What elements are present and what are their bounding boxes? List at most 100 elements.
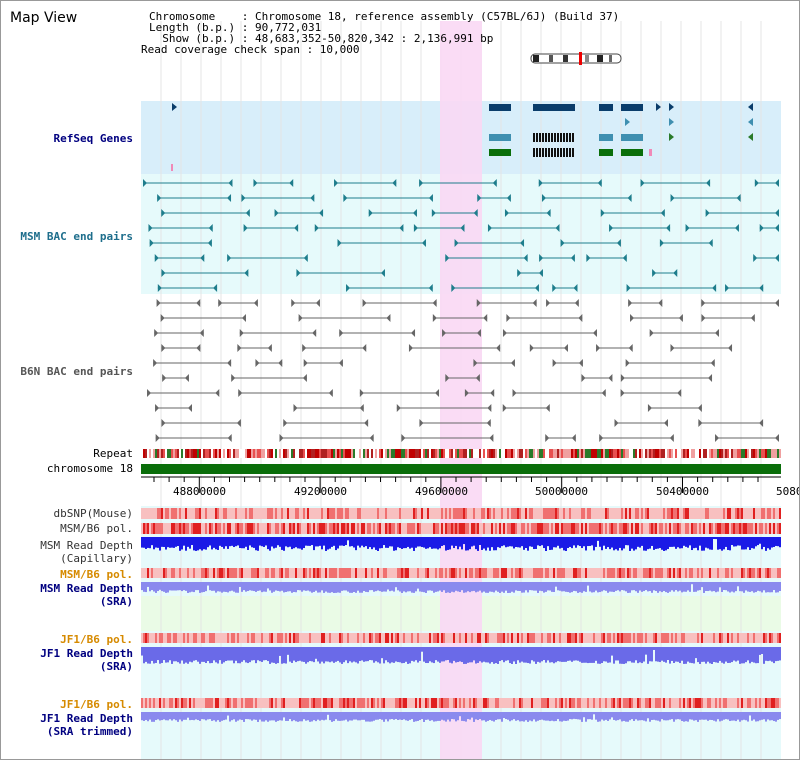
polymorphism-cell bbox=[289, 523, 291, 534]
polymorphism-cell bbox=[407, 698, 409, 708]
polymorphism-cell bbox=[161, 523, 163, 534]
read-depth-bar bbox=[645, 582, 647, 591]
polymorphism-cell bbox=[269, 633, 271, 643]
track-label-chromosome[interactable]: chromosome 18 bbox=[46, 462, 133, 475]
polymorphism-cell bbox=[205, 633, 207, 643]
polymorphism-cell bbox=[311, 568, 313, 578]
polymorphism-cell bbox=[571, 698, 573, 708]
repeat-element bbox=[451, 449, 453, 458]
read-depth-bar bbox=[673, 712, 675, 722]
polymorphism-cell bbox=[261, 633, 263, 643]
b6n-bac-pair-end bbox=[155, 434, 160, 442]
track-label-b6n-bac[interactable]: B6N BAC end pairs bbox=[20, 365, 133, 378]
read-depth-bar bbox=[223, 582, 225, 592]
polymorphism-cell bbox=[505, 633, 507, 643]
polymorphism-cell bbox=[483, 698, 485, 708]
repeat-element bbox=[425, 449, 427, 458]
repeat-element bbox=[571, 449, 573, 458]
track-label-dbsnp[interactable]: dbSNP(Mouse) bbox=[53, 507, 133, 520]
track-label-repeat[interactable]: Repeat bbox=[93, 447, 133, 460]
polymorphism-cell bbox=[169, 523, 171, 534]
track-label-jf1-depth-trimmed[interactable]: JF1 Read Depth bbox=[40, 712, 133, 725]
polymorphism-cell bbox=[611, 568, 613, 578]
track-label-jf1-pol-1[interactable]: JF1/B6 pol. bbox=[60, 633, 133, 646]
msm-bac-pair-end bbox=[243, 224, 248, 232]
read-depth-bar bbox=[279, 647, 281, 656]
polymorphism-cell bbox=[563, 568, 565, 578]
polymorphism-cell bbox=[499, 508, 501, 519]
polymorphism-cell bbox=[729, 568, 731, 578]
read-depth-bar bbox=[627, 582, 629, 593]
polymorphism-cell bbox=[761, 633, 763, 643]
polymorphism-cell bbox=[383, 633, 385, 643]
repeat-element bbox=[745, 449, 747, 458]
read-depth-bar bbox=[383, 537, 385, 546]
polymorphism-cell bbox=[189, 508, 191, 519]
read-depth-bar bbox=[163, 582, 165, 592]
read-depth-bar bbox=[657, 537, 659, 549]
read-depth-bar bbox=[357, 582, 359, 591]
polymorphism-cell bbox=[189, 523, 191, 534]
polymorphism-cell bbox=[515, 698, 517, 708]
polymorphism-cell bbox=[667, 698, 669, 708]
read-depth-bar bbox=[543, 582, 545, 593]
polymorphism-cell bbox=[267, 633, 269, 643]
polymorphism-cell bbox=[297, 633, 299, 643]
polymorphism-cell bbox=[451, 568, 453, 578]
track-label-msm-pol-2[interactable]: MSM/B6 pol. bbox=[60, 568, 133, 581]
polymorphism-cell bbox=[429, 508, 431, 519]
polymorphism-cell bbox=[345, 633, 347, 643]
repeat-element bbox=[585, 449, 587, 458]
read-depth-bar bbox=[359, 647, 361, 662]
polymorphism-cell bbox=[143, 633, 145, 643]
polymorphism-cell bbox=[623, 508, 625, 519]
read-depth-bar bbox=[729, 537, 731, 551]
polymorphism-cell bbox=[419, 633, 421, 643]
b6n-bac-pair-end bbox=[196, 299, 201, 307]
read-depth-bar bbox=[611, 537, 613, 548]
read-depth-bar bbox=[603, 537, 605, 546]
repeat-element bbox=[295, 449, 297, 458]
track-label-refseq[interactable]: RefSeq Genes bbox=[53, 132, 133, 145]
polymorphism-cell bbox=[585, 508, 587, 519]
track-label-jf1-pol-2[interactable]: JF1/B6 pol. bbox=[60, 698, 133, 711]
polymorphism-cell bbox=[171, 698, 173, 708]
read-depth-bar bbox=[271, 537, 273, 547]
read-depth-bar bbox=[369, 712, 371, 722]
polymorphism-cell bbox=[577, 698, 579, 708]
b6n-bac-pair-end bbox=[184, 374, 189, 382]
polymorphism-cell bbox=[721, 698, 723, 708]
info-show-range: Show (b.p.) : 48,683,352-50,820,342 : 2,… bbox=[149, 32, 494, 45]
track-label-msm-depth-capillary[interactable]: MSM Read Depth bbox=[40, 539, 133, 552]
refseq-exon bbox=[548, 133, 550, 142]
polymorphism-cell bbox=[413, 523, 415, 534]
repeat-element bbox=[187, 449, 189, 458]
track-label-jf1-depth-sra[interactable]: JF1 Read Depth bbox=[40, 647, 133, 660]
polymorphism-cell bbox=[611, 508, 613, 519]
repeat-element bbox=[489, 449, 491, 458]
polymorphism-cell bbox=[149, 568, 151, 578]
read-depth-bar bbox=[705, 582, 707, 592]
read-depth-bar bbox=[425, 537, 427, 549]
repeat-element bbox=[459, 449, 461, 458]
track-label-msm-bac[interactable]: MSM BAC end pairs bbox=[20, 230, 133, 243]
read-depth-bar bbox=[439, 712, 441, 721]
polymorphism-cell bbox=[489, 508, 491, 519]
polymorphism-cell bbox=[449, 633, 451, 643]
read-depth-bar bbox=[761, 582, 763, 593]
polymorphism-cell bbox=[599, 633, 601, 643]
polymorphism-cell bbox=[449, 568, 451, 578]
track-label-msm-depth-sra[interactable]: MSM Read Depth bbox=[40, 582, 133, 595]
polymorphism-cell bbox=[757, 523, 759, 534]
read-depth-bar bbox=[715, 712, 717, 722]
polymorphism-cell bbox=[665, 633, 667, 643]
polymorphism-cell bbox=[389, 698, 391, 708]
polymorphism-cell bbox=[343, 698, 345, 708]
polymorphism-cell bbox=[253, 568, 255, 578]
read-depth-bar bbox=[763, 712, 765, 720]
track-label-msm-pol-1[interactable]: MSM/B6 pol. bbox=[60, 522, 133, 535]
read-depth-bar bbox=[185, 582, 187, 591]
polymorphism-cell bbox=[315, 508, 317, 519]
read-depth-bar bbox=[511, 537, 513, 547]
